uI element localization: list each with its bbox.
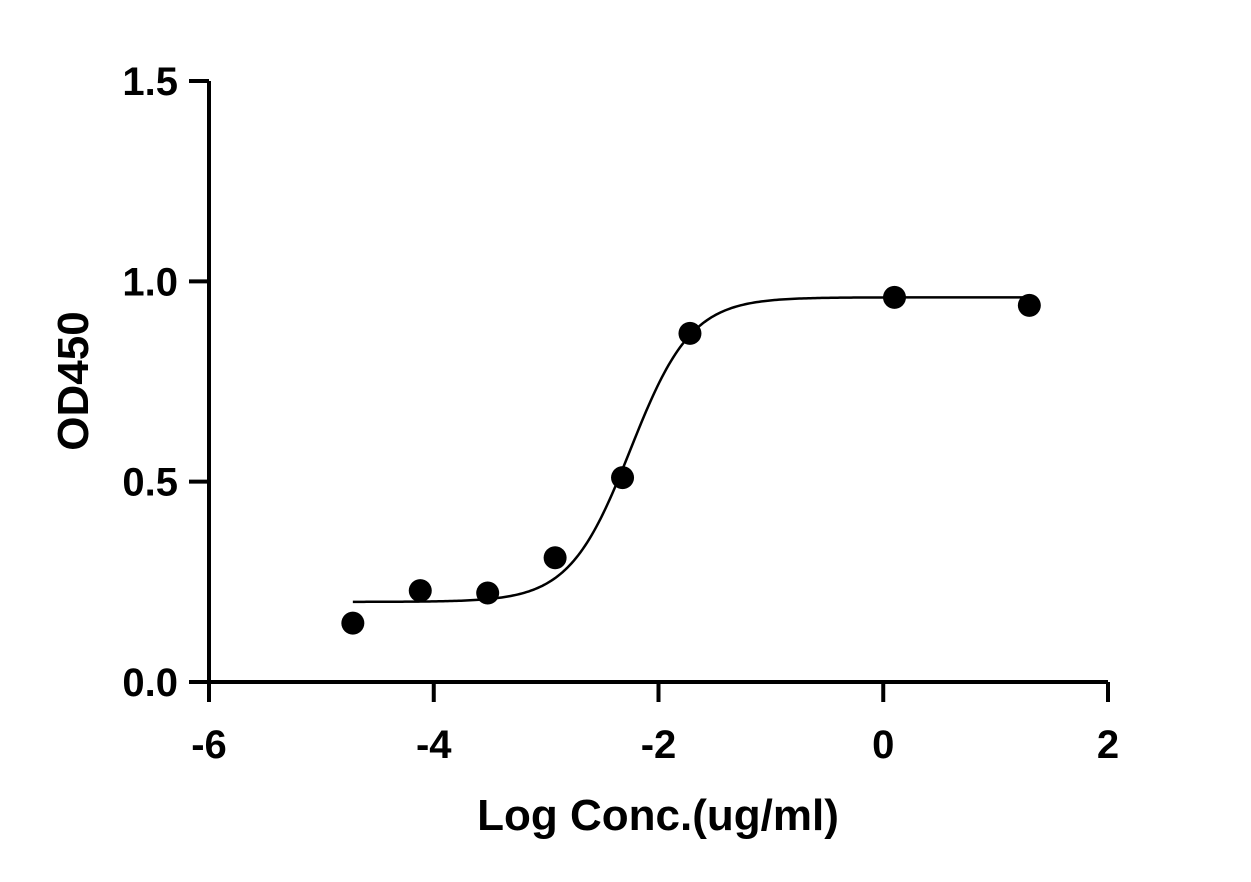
data-points-layer [341, 285, 1041, 635]
x-tick-label: -2 [641, 723, 677, 767]
data-point [476, 581, 500, 605]
data-point [882, 285, 906, 309]
data-point [341, 611, 365, 635]
data-point [1017, 293, 1041, 317]
data-point [543, 546, 567, 570]
data-point [408, 579, 432, 603]
ticks-layer: -6 -4 -2 0 2 0.0 0.5 1.0 1.5 [122, 60, 1119, 767]
x-tick-label: -6 [191, 723, 227, 767]
data-point [678, 321, 702, 345]
y-tick-label: 1.0 [122, 260, 178, 304]
x-tick-label: -4 [416, 723, 452, 767]
y-tick-label: 0.0 [122, 661, 178, 705]
data-point [611, 466, 635, 490]
y-tick-label: 0.5 [122, 461, 178, 505]
x-axis-title: Log Conc.(ug/ml) [477, 791, 839, 840]
y-tick-label: 1.5 [122, 60, 178, 104]
x-tick-label: 0 [872, 723, 894, 767]
x-tick-label: 2 [1097, 723, 1119, 767]
y-axis-title: OD450 [49, 311, 98, 450]
